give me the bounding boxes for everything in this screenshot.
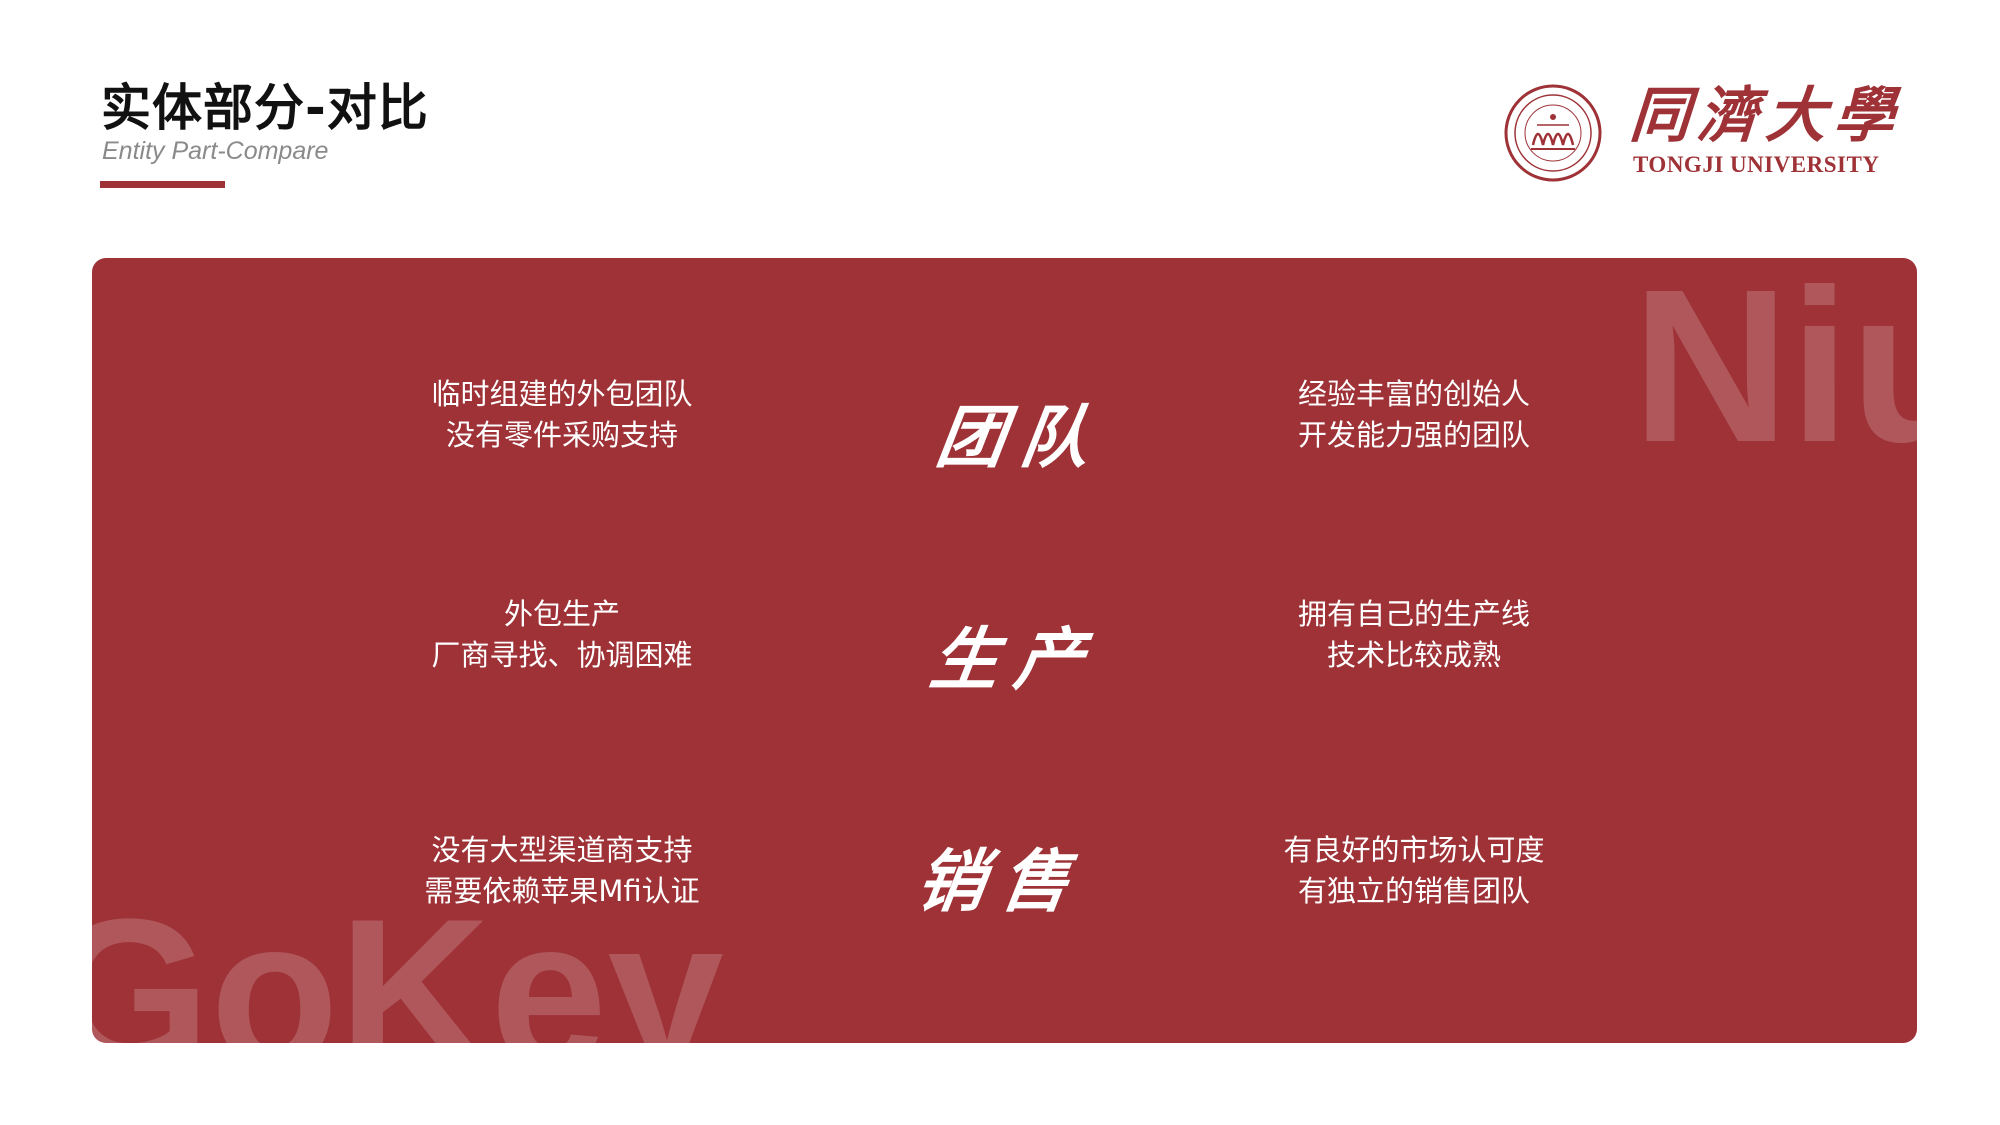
row-production-left-line-2: 厂商寻找、协调困难 xyxy=(431,638,693,672)
row-sales-left: 没有大型渠道商支持 需要依赖苹果Mfi认证 xyxy=(402,830,722,912)
page-subtitle: Entity Part-Compare xyxy=(102,137,329,165)
row-sales-right-line-2: 有独立的销售团队 xyxy=(1297,874,1530,908)
university-logo: 同濟大學 TONGJI UNIVERSITY xyxy=(1503,80,1905,182)
tongji-seal-icon xyxy=(1504,84,1602,182)
watermark-bottom: GoKey xyxy=(92,875,724,1044)
row-production-right: 拥有自己的生产线 技术比较成熟 xyxy=(1254,594,1574,676)
row-sales-label: 销售 xyxy=(911,842,1091,922)
row-team-right: 经验丰富的创始人 开发能力强的团队 xyxy=(1254,374,1574,456)
row-sales-right: 有良好的市场认可度 有独立的销售团队 xyxy=(1254,830,1574,912)
row-production-right-line-1: 拥有自己的生产线 xyxy=(1297,597,1530,631)
row-sales-left-line-2: 需要依赖苹果Mfi认证 xyxy=(424,874,700,908)
row-sales-left-line-1: 没有大型渠道商支持 xyxy=(431,833,693,867)
row-production-left: 外包生产 厂商寻找、协调困难 xyxy=(402,594,722,676)
logo-name-cn: 同濟大學 xyxy=(1627,81,1905,151)
logo-name-en: TONGJI UNIVERSITY xyxy=(1633,152,1880,177)
row-production-label: 生产 xyxy=(925,620,1105,700)
row-team-left: 临时组建的外包团队 没有零件采购支持 xyxy=(402,374,722,456)
row-sales-right-line-1: 有良好的市场认可度 xyxy=(1283,833,1545,867)
row-team-right-line-2: 开发能力强的团队 xyxy=(1297,418,1530,452)
row-production-right-line-2: 技术比较成熟 xyxy=(1326,638,1501,672)
row-team-right-line-1: 经验丰富的创始人 xyxy=(1297,377,1530,411)
row-team-left-line-1: 临时组建的外包团队 xyxy=(431,377,693,411)
comparison-panel: Niu GoKey 临时组建的外包团队 没有零件采购支持 团队 经验丰富的创始人… xyxy=(92,258,1917,1043)
page-title: 实体部分-对比 xyxy=(101,79,429,137)
row-production-left-line-1: 外包生产 xyxy=(503,597,620,631)
title-underline xyxy=(100,181,225,188)
watermark-top: Niu xyxy=(1632,258,1917,488)
row-team-left-line-2: 没有零件采购支持 xyxy=(445,418,678,452)
row-team-label: 团队 xyxy=(931,398,1111,478)
